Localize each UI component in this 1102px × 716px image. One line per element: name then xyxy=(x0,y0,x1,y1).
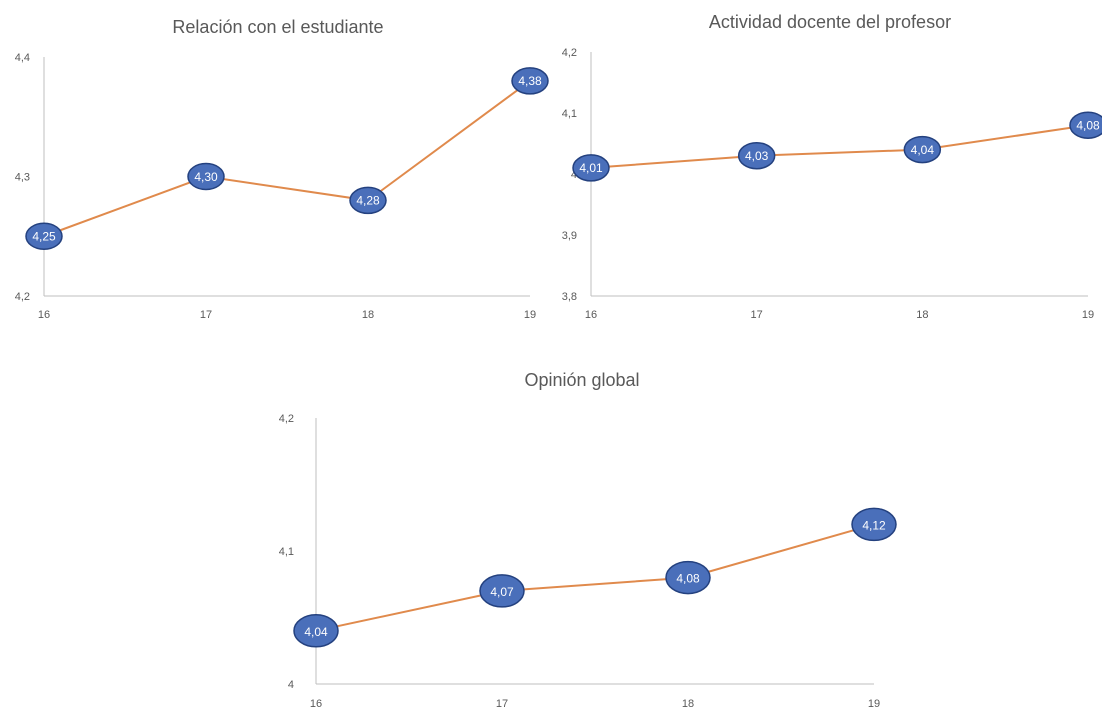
chart-title: Actividad docente del profesor xyxy=(709,12,951,32)
x-tick-label: 17 xyxy=(751,309,763,321)
x-tick-label: 19 xyxy=(524,309,536,321)
y-tick-label: 3,8 xyxy=(562,291,577,303)
data-point-marker xyxy=(572,154,610,182)
chart-relacion-estudiante: Relación con el estudiante 4,2 4,3 4,4 16 17 1… xyxy=(15,17,549,321)
data-point-marker xyxy=(187,162,225,191)
data-label: 4,01 xyxy=(579,161,603,175)
y-tick-label: 4,1 xyxy=(279,546,294,558)
data-point-marker xyxy=(665,560,711,595)
data-point-marker xyxy=(25,222,63,250)
data-label: 4,04 xyxy=(304,625,328,639)
series-line xyxy=(590,124,1089,169)
x-tick-label: 17 xyxy=(496,698,508,710)
data-point-marker xyxy=(737,141,776,170)
data-label: 4,25 xyxy=(32,230,56,244)
x-tick-label: 16 xyxy=(38,309,50,321)
data-point-marker xyxy=(511,67,549,95)
chart-title: Opinión global xyxy=(524,370,639,390)
data-label: 4,28 xyxy=(356,194,380,208)
data-point-marker xyxy=(349,186,387,215)
x-tick-label: 19 xyxy=(1082,309,1094,321)
x-tick-label: 18 xyxy=(916,309,928,321)
y-tick-label: 3,9 xyxy=(562,230,577,242)
y-tick-label: 4 xyxy=(288,679,294,691)
series-line xyxy=(315,523,875,632)
x-tick-label: 18 xyxy=(682,698,694,710)
x-tick-label: 16 xyxy=(310,698,322,710)
chart-actividad-docente: Actividad docente del profesor 3,8 3,9 4 4,1… xyxy=(562,12,1102,321)
y-tick-label: 4,3 xyxy=(15,172,30,184)
chart-opinion-global: Opinión global 4 4,1 4,2 16 17 18 19 4,04 4,07 4,0… xyxy=(279,370,897,710)
y-tick-label: 4,2 xyxy=(279,413,294,425)
data-label: 4,30 xyxy=(194,170,218,184)
x-tick-label: 18 xyxy=(362,309,374,321)
data-point-marker xyxy=(293,614,339,648)
data-point-marker xyxy=(1069,111,1102,139)
data-label: 4,08 xyxy=(1076,119,1100,133)
y-tick-label: 4 xyxy=(571,169,577,181)
x-tick-label: 17 xyxy=(200,309,212,321)
x-tick-label: 19 xyxy=(868,698,880,710)
data-label: 4,08 xyxy=(676,572,700,586)
data-label: 4,38 xyxy=(518,74,542,88)
data-label: 4,07 xyxy=(490,585,514,599)
data-label: 4,12 xyxy=(862,518,886,532)
y-tick-label: 4,4 xyxy=(15,52,30,64)
y-tick-label: 4,2 xyxy=(562,47,577,59)
data-point-marker xyxy=(903,135,942,164)
chart-title: Relación con el estudiante xyxy=(172,17,383,37)
x-tick-label: 16 xyxy=(585,309,597,321)
y-tick-label: 4,2 xyxy=(15,291,30,303)
data-label: 4,04 xyxy=(911,143,935,157)
y-tick-label: 4,1 xyxy=(562,108,577,120)
data-point-marker xyxy=(479,574,525,608)
data-label: 4,03 xyxy=(745,149,769,163)
series-line xyxy=(43,80,531,238)
data-point-marker xyxy=(851,507,897,542)
